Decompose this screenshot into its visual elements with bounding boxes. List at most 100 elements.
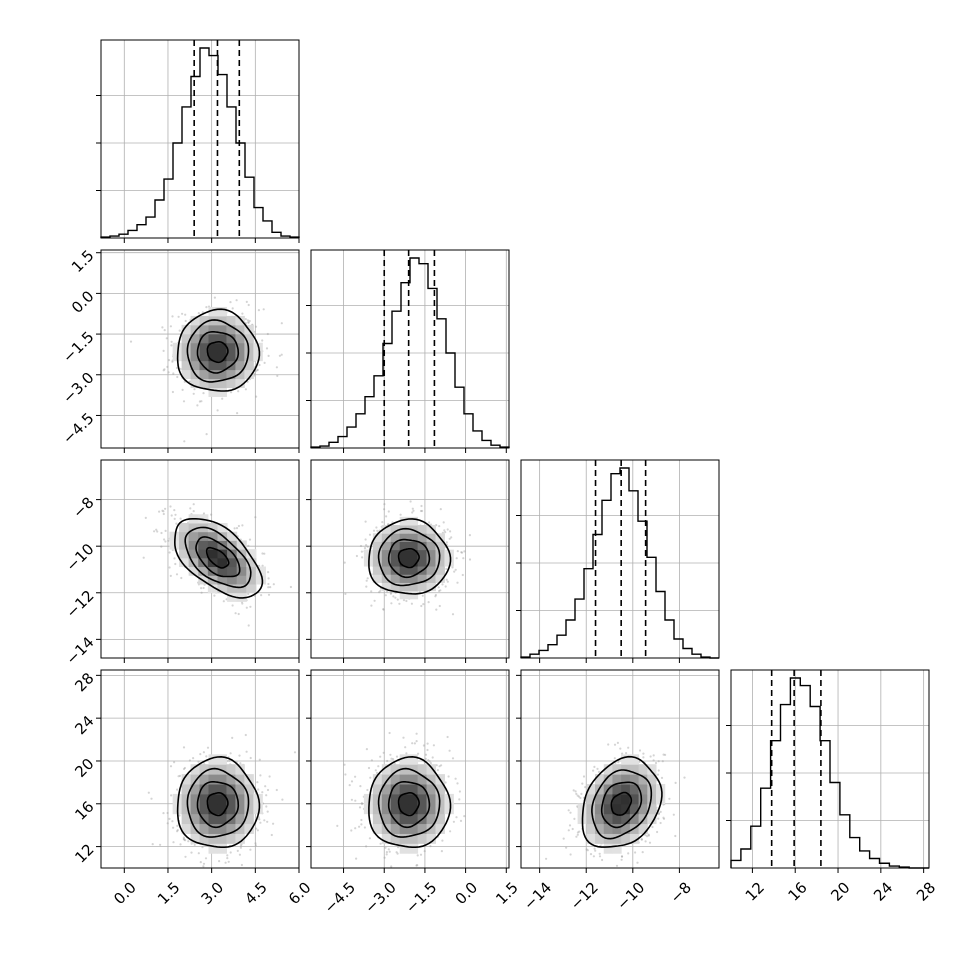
density-cell xyxy=(426,793,436,805)
density-cell xyxy=(417,557,428,567)
scatter-point xyxy=(200,587,203,590)
scatter-point xyxy=(451,566,454,569)
scatter-point xyxy=(200,591,203,594)
scatter-point xyxy=(385,853,388,856)
scatter-point xyxy=(256,829,259,832)
density-cell xyxy=(417,533,428,542)
scatter-point xyxy=(569,853,572,856)
scatter-point xyxy=(253,372,256,375)
scatter-point xyxy=(364,520,367,523)
scatter-point xyxy=(442,521,445,524)
x-tick-label-v3: −10 xyxy=(613,878,648,913)
scatter-point xyxy=(164,529,167,533)
density-cell xyxy=(381,764,392,775)
density-cell xyxy=(235,823,245,834)
density-cell xyxy=(227,531,238,541)
scatter-point xyxy=(388,850,391,853)
scatter-point xyxy=(336,824,339,828)
density-cell xyxy=(390,823,401,834)
scatter-point xyxy=(233,527,236,530)
density-cell xyxy=(208,342,218,353)
density-cell xyxy=(612,764,622,775)
scatter-point xyxy=(578,830,581,833)
scatter-point xyxy=(182,837,185,841)
scatter-point xyxy=(659,810,662,814)
scatter-point xyxy=(365,845,368,848)
density-cell xyxy=(647,793,657,805)
scatter-point xyxy=(159,843,162,846)
scatter-point xyxy=(200,400,203,403)
contour-line xyxy=(206,341,229,364)
density-cell xyxy=(426,525,436,534)
density-cell xyxy=(408,557,419,567)
x-tick-label-v2: 0.0 xyxy=(452,878,482,908)
scatter-point xyxy=(163,538,166,541)
density-cell xyxy=(190,351,201,362)
density-cell xyxy=(236,575,247,585)
scatter-point xyxy=(615,864,619,867)
scatter-point xyxy=(456,550,459,553)
scatter-point xyxy=(415,864,418,867)
scatter-point xyxy=(384,594,387,597)
density-cell xyxy=(621,774,631,785)
scatter-point xyxy=(256,368,259,371)
scatter-point xyxy=(404,746,407,749)
scatter-point xyxy=(171,820,174,823)
density-cell xyxy=(372,813,383,825)
scatter-point xyxy=(267,571,270,574)
density-cell xyxy=(381,803,392,815)
scatter-point xyxy=(383,508,386,511)
density-cell xyxy=(181,324,192,335)
scatter-point xyxy=(169,505,172,508)
scatter-point xyxy=(167,371,170,374)
scatter-point xyxy=(368,837,371,840)
density-cell xyxy=(638,803,648,815)
scatter-point xyxy=(360,802,363,805)
scatter-panel-r2-c1-frame xyxy=(100,249,300,449)
contour-line xyxy=(600,781,643,829)
scatter-point xyxy=(244,388,247,391)
scatter-point xyxy=(193,388,196,391)
density-cell xyxy=(235,324,245,335)
scatter-point xyxy=(432,744,435,747)
density-cell xyxy=(408,784,419,795)
histogram-line xyxy=(520,467,719,659)
scatter-point xyxy=(275,366,278,369)
scatter-point xyxy=(651,825,654,829)
scatter-point xyxy=(366,788,369,792)
density-cell xyxy=(399,516,410,526)
scatter-point xyxy=(416,864,419,867)
scatter-point xyxy=(344,773,347,776)
density-cell xyxy=(217,774,227,785)
hist-panel-4 xyxy=(726,670,929,869)
scatter-point xyxy=(221,397,224,400)
scatter-point xyxy=(644,840,647,843)
density-cell xyxy=(408,549,419,559)
scatter-point xyxy=(266,820,269,823)
density-cell xyxy=(181,803,192,815)
density-cell xyxy=(390,764,401,775)
density-cell xyxy=(226,803,236,815)
scatter-point xyxy=(161,509,164,512)
scatter-point xyxy=(447,775,450,778)
scatter-point xyxy=(166,811,169,815)
scatter-point xyxy=(229,752,232,755)
scatter-point xyxy=(264,785,267,788)
scatter-point xyxy=(443,529,446,532)
density-cell xyxy=(226,378,236,389)
scatter-point xyxy=(426,876,428,878)
scatter-point xyxy=(226,857,229,860)
density-cell xyxy=(586,833,596,844)
scatter-point xyxy=(644,834,647,837)
hist-panel-1-frame xyxy=(100,39,300,239)
scatter-point xyxy=(395,851,398,854)
panel-content xyxy=(101,460,299,658)
y-tick-label-v2: 0.0 xyxy=(68,287,98,317)
scatter-point xyxy=(162,510,165,513)
scatter-point xyxy=(365,544,368,547)
density-cell xyxy=(208,754,218,765)
scatter-point xyxy=(276,374,279,377)
density-cell xyxy=(399,784,410,795)
scatter-point xyxy=(369,776,372,779)
contour-line xyxy=(610,791,633,816)
